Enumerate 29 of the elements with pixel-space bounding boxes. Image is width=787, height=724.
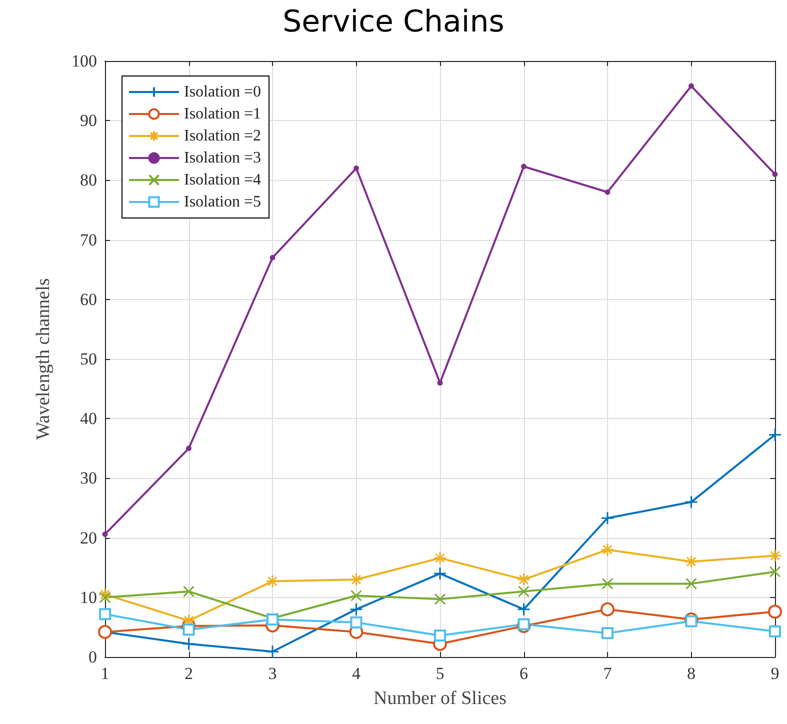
y-tick-label: 10 bbox=[80, 588, 97, 607]
y-tick-label: 50 bbox=[80, 350, 97, 368]
x-tick-label: 9 bbox=[770, 664, 780, 683]
legend-label: Isolation =1 bbox=[184, 106, 262, 122]
x-axis-title: Number of Slices bbox=[374, 688, 506, 709]
x-tick-label: 7 bbox=[603, 664, 612, 683]
chart-title: Service Chains bbox=[282, 4, 504, 40]
x-tick-label: 4 bbox=[352, 664, 361, 683]
y-axis-title: Wavelength channels bbox=[33, 278, 54, 440]
legend-label: Isolation =3 bbox=[184, 150, 262, 166]
y-tick-label: 40 bbox=[80, 409, 97, 428]
legend-label: Isolation =0 bbox=[184, 84, 262, 100]
legend-label: Isolation =2 bbox=[184, 128, 262, 144]
y-tick-label: 70 bbox=[80, 230, 97, 250]
y-tick-label: 60 bbox=[80, 290, 97, 309]
legend-label: Isolation =4 bbox=[184, 172, 262, 188]
y-tick-label: 20 bbox=[80, 528, 97, 548]
x-tick-label: 5 bbox=[436, 664, 444, 683]
x-tick-label: 6 bbox=[520, 664, 528, 683]
y-tick-label: 90 bbox=[80, 111, 97, 130]
legend-label: Isolation =5 bbox=[184, 194, 262, 210]
x-tick-label: 2 bbox=[184, 664, 193, 683]
y-tick-label: 30 bbox=[80, 468, 97, 488]
x-tick-label: 3 bbox=[268, 664, 277, 683]
y-tick-label: 100 bbox=[72, 52, 97, 70]
x-tick-label: 1 bbox=[100, 664, 110, 683]
y-tick-label: 80 bbox=[80, 170, 97, 190]
y-tick-label: 0 bbox=[88, 648, 97, 666]
x-tick-label: 8 bbox=[687, 664, 696, 683]
